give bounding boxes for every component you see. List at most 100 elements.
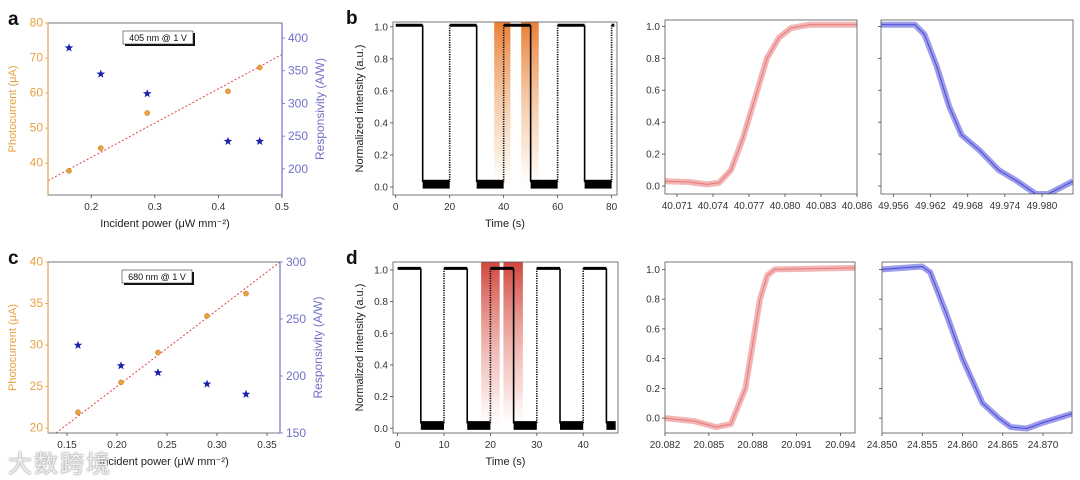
responsivity-point bbox=[241, 389, 251, 398]
y-tick-label: 0.2 bbox=[374, 150, 388, 161]
responsivity-point bbox=[142, 89, 152, 98]
x-tick-label: 0.5 bbox=[275, 202, 289, 213]
annotation-box bbox=[122, 30, 194, 45]
photocurrent-point bbox=[97, 145, 104, 151]
x-tick-label: 49.962 bbox=[915, 201, 946, 212]
y2-tick-label: 250 bbox=[286, 312, 306, 326]
x-tick-label: 40.080 bbox=[770, 201, 801, 212]
y2-axis-label: Responsivity (A/W) bbox=[313, 58, 327, 160]
x-tick-label: 0.25 bbox=[157, 440, 177, 451]
plot-frame bbox=[664, 261, 856, 434]
x-tick-label: 49.956 bbox=[878, 201, 909, 212]
y-tick-label: 0.2 bbox=[646, 384, 660, 395]
y2-tick-label: 200 bbox=[286, 369, 306, 383]
y-tick-label: 0.6 bbox=[374, 86, 388, 97]
x-tick-label: 20.082 bbox=[650, 440, 681, 451]
y-tick-label: 0.0 bbox=[374, 424, 388, 435]
y-tick-label: 0.6 bbox=[646, 324, 660, 335]
y2-tick-label: 150 bbox=[286, 426, 306, 440]
signal-low bbox=[530, 179, 558, 189]
chart-b: 0 20 40 60 80 0.0 0.2 0.4 0.6 0.8 1.0 Time (s) Norma… bbox=[346, 8, 618, 230]
y-tick-label: 40 bbox=[30, 255, 44, 269]
responsivity-point bbox=[73, 340, 83, 349]
highlight-region bbox=[494, 22, 511, 195]
y-tick-label: 0.4 bbox=[374, 118, 388, 129]
signal-low bbox=[513, 421, 537, 430]
x-axis-label: Incident power (μW mm⁻²) bbox=[100, 218, 230, 230]
panel-label: c bbox=[8, 248, 19, 269]
x-axis-label: Time (s) bbox=[486, 456, 526, 468]
photocurrent-point bbox=[204, 313, 210, 319]
y-tick-label: 20 bbox=[30, 421, 44, 435]
y-tick-label: 35 bbox=[30, 296, 44, 310]
panel-label: b bbox=[346, 8, 358, 29]
x-tick-label: 49.974 bbox=[990, 201, 1021, 212]
x-axis-label: Incident power (μW mm⁻²) bbox=[99, 456, 229, 468]
x-tick-label: 40 bbox=[578, 440, 590, 451]
y2-tick-label: 250 bbox=[288, 129, 308, 143]
x-tick-label: 24.870 bbox=[1028, 440, 1059, 451]
plot-frame bbox=[392, 21, 618, 196]
fit-line bbox=[55, 262, 280, 433]
x-tick-label: 40.074 bbox=[698, 201, 729, 212]
chart-d: 0 10 20 30 40 0.0 0.2 0.4 0.6 0.8 1.0 Time (s) Norma… bbox=[346, 248, 619, 468]
plot-frame bbox=[47, 261, 281, 434]
chart-c: 0.15 0.20 0.25 0.30 0.35 20 25 30 35 40 150 200 250 3… bbox=[7, 248, 325, 468]
y-tick-label: 0.4 bbox=[374, 360, 388, 371]
fit-line bbox=[48, 54, 282, 182]
x-tick-label: 0.20 bbox=[107, 440, 127, 451]
x-tick-label: 24.860 bbox=[947, 440, 978, 451]
transient-curve-line bbox=[881, 24, 1073, 194]
annotation-box bbox=[121, 269, 193, 284]
panel-label: d bbox=[346, 248, 358, 269]
responsivity-point bbox=[116, 361, 126, 370]
y-axis-label: Normalized intensity (a.u.) bbox=[354, 45, 366, 173]
signal-low bbox=[584, 179, 612, 189]
y2-tick-label: 200 bbox=[288, 162, 308, 176]
y-tick-label: 1.0 bbox=[646, 22, 660, 33]
responsivity-point bbox=[202, 379, 212, 388]
photocurrent-point bbox=[155, 349, 161, 356]
signal-low bbox=[476, 179, 504, 189]
x-axis-label: Time (s) bbox=[485, 218, 525, 230]
x-tick-label: 20 bbox=[444, 202, 456, 213]
panel-label: a bbox=[8, 9, 19, 30]
chart-b-fall: 49.956 49.962 49.968 49.974 49.980 bbox=[878, 19, 1074, 212]
transient-curve bbox=[665, 264, 855, 431]
x-tick-label: 10 bbox=[438, 440, 450, 451]
y-tick-label: 0.8 bbox=[646, 295, 660, 306]
x-tick-label: 24.855 bbox=[907, 440, 938, 451]
plot-frame bbox=[881, 261, 1073, 434]
x-tick-label: 30 bbox=[531, 440, 543, 451]
photocurrent-point bbox=[144, 110, 151, 116]
photocurrent-point bbox=[243, 290, 249, 297]
y2-tick-label: 300 bbox=[288, 96, 308, 110]
y2-axis-label: Responsivity (A/W) bbox=[311, 296, 325, 398]
transient-curve bbox=[882, 263, 1072, 432]
y-tick-label: 1.0 bbox=[374, 22, 388, 33]
x-tick-label: 0.15 bbox=[57, 440, 77, 451]
photocurrent-point bbox=[75, 409, 81, 416]
x-tick-label: 24.865 bbox=[987, 440, 1018, 451]
x-tick-label: 40.077 bbox=[734, 201, 765, 212]
chart-d-fall: 24.850 24.855 24.860 24.865 24.870 bbox=[867, 261, 1073, 451]
x-tick-label: 20.091 bbox=[781, 440, 812, 451]
y-tick-label: 80 bbox=[30, 16, 44, 30]
transient-curve bbox=[665, 21, 857, 188]
signal-low bbox=[467, 421, 491, 430]
x-tick-label: 0.3 bbox=[148, 202, 162, 213]
signal-low bbox=[606, 421, 616, 430]
responsivity-point bbox=[223, 136, 233, 145]
y-tick-label: 30 bbox=[30, 338, 44, 352]
responsivity-point bbox=[153, 368, 163, 377]
y-tick-label: 25 bbox=[30, 379, 44, 393]
responsivity-point bbox=[96, 69, 106, 78]
x-tick-label: 20.085 bbox=[694, 440, 725, 451]
plot-area bbox=[55, 262, 280, 433]
x-tick-label: 0.30 bbox=[207, 440, 227, 451]
y-tick-label: 0.4 bbox=[646, 118, 660, 129]
photocurrent-point bbox=[66, 167, 72, 174]
y2-tick-label: 400 bbox=[288, 31, 308, 45]
x-tick-label: 40.071 bbox=[662, 201, 693, 212]
y-tick-label: 0.8 bbox=[374, 297, 388, 308]
